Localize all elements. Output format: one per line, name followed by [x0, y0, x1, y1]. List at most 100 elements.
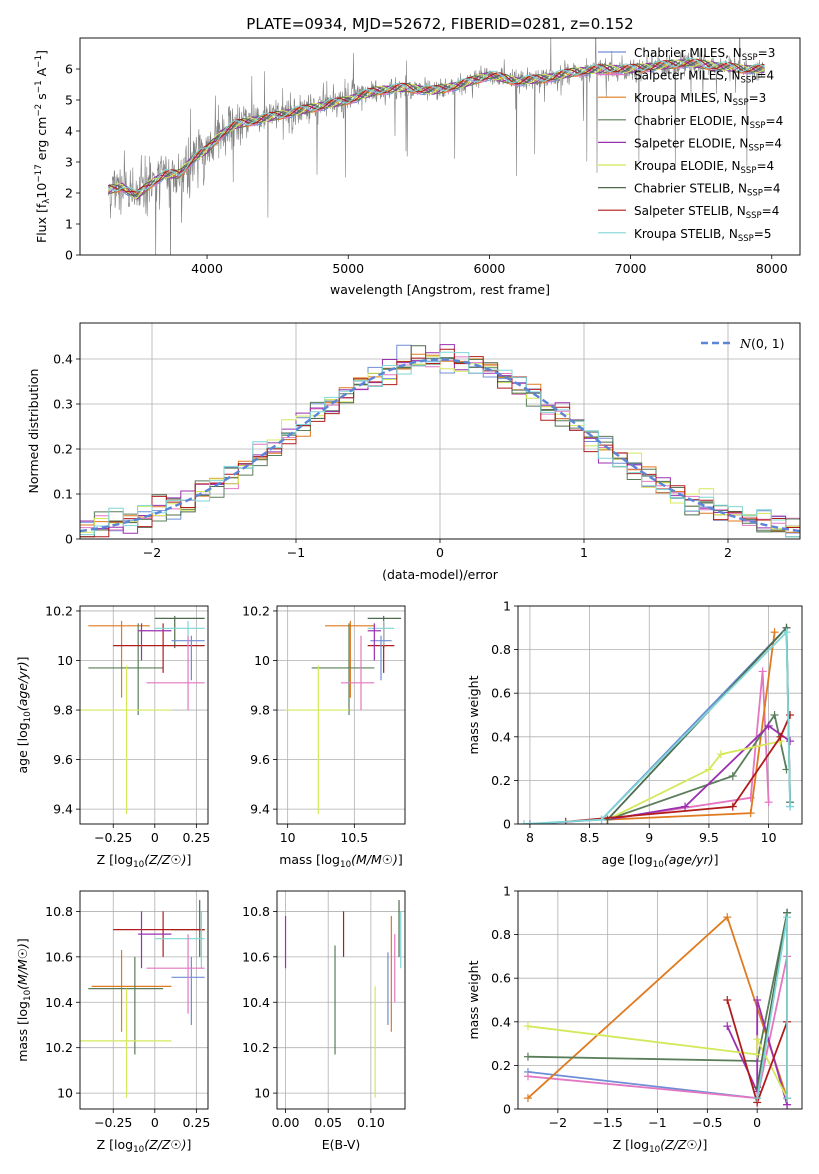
- legend-label: Chabrier ELODIE, NSSP=4: [634, 114, 783, 131]
- data-point: [341, 635, 375, 711]
- legend-label: Chabrier STELIB, NSSP=4: [634, 182, 781, 199]
- y-tick-label: 0.8: [491, 642, 511, 657]
- data-point: [138, 911, 172, 969]
- data-point: [91, 950, 172, 1032]
- model-spectrum: [107, 57, 765, 192]
- y-tick-label: 6: [65, 62, 73, 77]
- x-axis-label: E(B-V): [322, 1137, 361, 1152]
- axes-frame: [79, 322, 801, 540]
- y-tick-label: 0.4: [491, 1014, 511, 1029]
- y-tick-label: 0.2: [53, 442, 73, 457]
- x-tick-label: 0.25: [182, 830, 210, 845]
- y-tick-label: 0.4: [491, 729, 511, 744]
- x-tick-label: 0.00: [272, 1115, 300, 1130]
- legend-label: Kroupa ELODIE, NSSP=4: [634, 159, 774, 176]
- panel-weight_vs_age: 8 8.5 9 9.5 10 0 0.2 0.4 0.6 0.8 1 age [log10(age/y…: [466, 599, 803, 870]
- x-tick-label: −2: [143, 545, 161, 560]
- y-tick-label: 10: [57, 1086, 73, 1101]
- x-axis-label: (data-model)/error: [382, 567, 499, 582]
- x-tick-label: 0: [151, 1115, 159, 1130]
- y-tick-label: 0: [65, 248, 73, 263]
- y-tick-label: 0.3: [53, 397, 73, 412]
- x-axis-label: wavelength [Angstrom, rest frame]: [330, 282, 550, 297]
- y-tick-label: 5: [65, 93, 73, 108]
- x-tick-label: −0.25: [94, 1115, 132, 1130]
- x-tick-label: 0.25: [182, 1115, 210, 1130]
- weight-series: [527, 1025, 788, 1099]
- data-point: [88, 620, 150, 698]
- y-tick-label: 2: [65, 186, 73, 201]
- y-tick-label: 0.4: [53, 352, 73, 367]
- plot-area: [80, 344, 800, 538]
- normal-curve: [80, 358, 800, 533]
- legend-label: Salpeter MILES, NSSP=4: [634, 69, 774, 86]
- x-tick-label: 8000: [756, 261, 788, 276]
- model-spectrum: [107, 59, 765, 196]
- y-tick-label: 1: [503, 599, 511, 614]
- x-tick-label: 10: [761, 830, 777, 845]
- x-tick-label: 7000: [615, 261, 647, 276]
- x-tick-label: 0.05: [314, 1115, 342, 1130]
- data-point: [113, 623, 205, 673]
- y-tick-label: 0.6: [491, 686, 511, 701]
- legend-label: Salpeter ELODIE, NSSP=4: [634, 136, 782, 153]
- y-tick-label: 9.8: [250, 703, 270, 718]
- y-tick-label: 9.6: [53, 752, 73, 767]
- y-tick-label: 10.8: [242, 904, 270, 919]
- axes-frame: [276, 890, 406, 1110]
- data-point: [154, 620, 205, 646]
- figure-title: PLATE=0934, MJD=52672, FIBERID=0281, z=0…: [246, 15, 633, 33]
- y-axis-label: Flux [fλ10−17 erg cm−2 s−1 A−1]: [34, 50, 52, 243]
- y-axis-label: mass weight: [466, 960, 481, 1039]
- y-tick-label: 1: [65, 217, 73, 232]
- data-point: [370, 635, 392, 681]
- legend-label: Kroupa STELIB, NSSP=5: [634, 227, 772, 244]
- weight-series: [523, 630, 791, 824]
- x-tick-label: 0: [436, 545, 444, 560]
- data-point: [325, 620, 375, 698]
- plot-area: [80, 615, 205, 815]
- x-tick-label: −0.5: [692, 1115, 722, 1130]
- y-axis-label: mass [log10(M/M☉)]: [15, 938, 33, 1062]
- observed-spectrum: [107, 38, 765, 255]
- legend-label: Chabrier MILES, NSSP=3: [634, 46, 775, 63]
- panel-age_vs_mass: 10 10.5 9.4 9.6 9.8 10 10.2 mass [log10(M/M☉)]: [242, 603, 406, 870]
- weight-series: [565, 714, 791, 823]
- y-tick-label: 10.4: [45, 995, 73, 1010]
- axes-frame: [79, 605, 209, 825]
- x-axis-label: Z [log10(Z/Z☉)]: [97, 852, 192, 870]
- plot-area: [523, 908, 792, 1109]
- legend-label: N(0, 1): [739, 336, 785, 351]
- data-point: [367, 623, 381, 661]
- axes-frame: [276, 605, 406, 825]
- y-tick-label: 10.2: [242, 1040, 270, 1055]
- data-point: [80, 988, 172, 1098]
- data-point: [367, 620, 395, 646]
- legend-label: Salpeter STELIB, NSSP=4: [634, 204, 779, 221]
- x-tick-label: 9.5: [699, 830, 719, 845]
- panel-mass_vs_ebv: 0.00 0.05 0.10 10 10.2 10.4 10.6 10.8 E(B-V): [242, 890, 406, 1152]
- x-axis-label: mass [log10(M/M☉)]: [279, 852, 403, 870]
- y-tick-label: 10.4: [242, 995, 270, 1010]
- y-tick-label: 9.4: [250, 802, 270, 817]
- x-tick-label: 4000: [191, 261, 223, 276]
- x-tick-label: 2: [724, 545, 732, 560]
- y-tick-label: 10.2: [242, 603, 270, 618]
- x-tick-label: 0: [753, 1115, 761, 1130]
- x-tick-label: 9: [645, 830, 653, 845]
- x-tick-label: −0.25: [94, 830, 132, 845]
- data-point: [367, 615, 401, 649]
- x-axis-label: age [log10(age/yr)]: [601, 852, 718, 870]
- y-axis-label: Normed distribution: [26, 369, 41, 494]
- y-tick-label: 3: [65, 155, 73, 170]
- x-tick-label: 5000: [332, 261, 364, 276]
- data-point: [80, 665, 172, 815]
- y-tick-label: 0: [503, 1102, 511, 1117]
- y-tick-label: 10: [254, 653, 270, 668]
- y-tick-label: 9.6: [250, 752, 270, 767]
- y-tick-label: 10.6: [242, 949, 270, 964]
- y-tick-label: 10.6: [45, 949, 73, 964]
